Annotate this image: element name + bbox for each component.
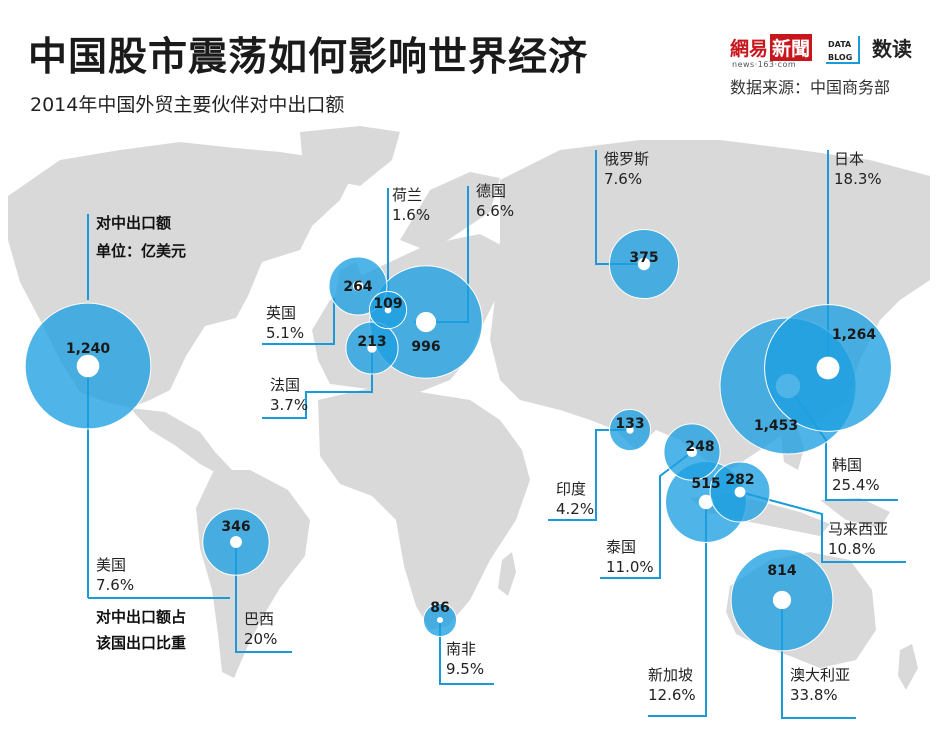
netease-logo-text-a: 網易 [730,37,769,60]
share-pct-8: 4.2% [556,500,594,518]
share-pct-14: 9.5% [446,660,484,678]
bubble-center-13 [230,536,242,548]
value-label-6: 1,264 [832,327,877,343]
bubble-center-2 [384,306,392,314]
bubble-center-11 [734,486,746,498]
country-labels: 1,240 美国 7.6% 264 英国 5.1% 109 荷兰 1.6% 996 德国 6.6% 21… [66,150,888,704]
share-pct-1: 5.1% [266,324,304,342]
country-name-12: 澳大利亚 [790,666,850,684]
bubbles [24,228,892,652]
landmass-greenland [300,126,400,186]
value-label-14: 86 [430,600,449,616]
value-label-3: 996 [411,339,440,355]
share-pct-5: 7.6% [604,170,642,188]
data-source: 数据来源：中国商务部 [730,78,891,97]
landmass-scandinavia [400,172,500,252]
country-name-3: 德国 [476,182,506,200]
value-label-5: 375 [629,250,658,266]
country-name-4: 法国 [270,376,300,394]
page-subtitle: 2014年中国外贸主要伙伴对中出口额 [30,94,345,116]
share-pct-2: 1.6% [392,206,430,224]
share-pct-0: 7.6% [96,576,134,594]
share-pct-9: 11.0% [606,558,654,576]
value-label-8: 133 [615,416,644,432]
bubble-center-5 [637,257,651,271]
shudu-logo-text: 数读 [872,37,912,61]
landmass-new-zealand [898,644,918,690]
value-label-7: 1,453 [754,418,798,434]
bubble-center-4 [367,343,377,353]
netease-logo-url: news·163·com [732,60,797,69]
value-label-13: 346 [221,519,250,535]
bubble-center-10 [698,494,714,510]
share-pct-10: 12.6% [648,686,696,704]
bubble-center-9 [686,446,698,458]
leader-line-11 [739,491,906,563]
bubble-center-3 [415,311,437,333]
datablog-logo: DATA BLOG [826,32,866,66]
country-name-11: 马来西亚 [828,520,888,538]
share-pct-3: 6.6% [476,202,514,220]
share-pct-13: 20% [244,630,277,648]
value-label-2: 109 [373,296,402,312]
country-name-14: 南非 [446,640,476,658]
bubble-center-14 [437,617,443,623]
datablog-text-1: DATA [828,40,852,49]
share-pct-4: 3.7% [270,396,308,414]
legend-size-unit: 单位：亿美元 [96,242,186,260]
value-label-0: 1,240 [66,341,111,357]
landmass-central-america [130,408,232,476]
leader-line-4 [262,348,373,419]
header: 中国股市震荡如何影响世界经济 2014年中国外贸主要伙伴对中出口额 網易 新聞 … [0,0,936,130]
bubble-center-1 [352,280,364,292]
leader-line-10 [648,502,707,717]
legend-pct-title-1: 对中出口额占 [96,608,186,626]
value-label-9: 248 [685,439,714,455]
bubble-center-12 [772,590,792,610]
share-pct-6: 18.3% [834,170,882,188]
leader-line-14 [439,620,494,685]
leader-line-1 [262,298,335,345]
country-name-7: 韩国 [832,456,862,474]
country-name-0: 美国 [96,556,126,574]
netease-logo: 網易 新聞 [730,32,813,62]
legend-pct-title-2: 该国出口比重 [96,634,186,652]
country-name-1: 英国 [266,304,296,322]
bubble-center-0 [76,354,100,378]
share-pct-7: 25.4% [832,476,880,494]
page-title: 中国股市震荡如何影响世界经济 [28,35,589,80]
country-name-5: 俄罗斯 [604,150,649,168]
landmass-africa [318,388,530,630]
value-label-1: 264 [343,279,372,295]
country-name-2: 荷兰 [392,186,422,204]
value-label-4: 213 [357,334,386,350]
country-name-13: 巴西 [244,610,274,628]
datablog-badge: DATA BLOG [826,36,860,64]
share-pct-12: 33.8% [790,686,838,704]
country-name-10: 新加坡 [648,666,693,684]
datablog-text-2: BLOG [828,53,853,62]
landmass-new-guinea [820,498,890,528]
country-name-6: 日本 [834,150,864,168]
legend-size-title: 对中出口额 [96,214,171,232]
landmass-madagascar [498,552,516,596]
country-name-8: 印度 [556,480,586,498]
value-label-11: 282 [725,472,754,488]
bubble-center-8 [626,426,634,434]
value-label-12: 814 [767,563,796,579]
bubble-center-6 [816,356,840,380]
value-label-10: 515 [691,476,720,492]
leader-line-13 [235,542,292,653]
netease-logo-text-b: 新聞 [770,33,813,61]
share-pct-11: 10.8% [828,540,876,558]
country-name-9: 泰国 [606,538,636,556]
